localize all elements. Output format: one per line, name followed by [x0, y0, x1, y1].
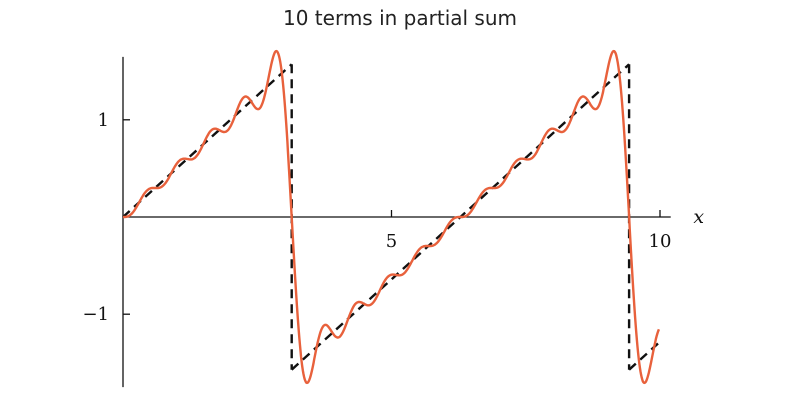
- series-layer: [122, 49, 661, 385]
- x-tick-label-5: 5: [386, 231, 397, 252]
- x-tick-label-10: 10: [649, 231, 672, 252]
- y-tick-label-1: −1: [82, 304, 109, 325]
- axes: [122, 56, 671, 388]
- y-tick-label-0: 1: [98, 110, 109, 131]
- tick-labels: 5 10 1 −1 x: [82, 110, 704, 325]
- x-axis-label: x: [693, 206, 704, 228]
- chart-title: 10 terms in partial sum: [283, 6, 517, 30]
- partial-sum-curve: [123, 49, 661, 385]
